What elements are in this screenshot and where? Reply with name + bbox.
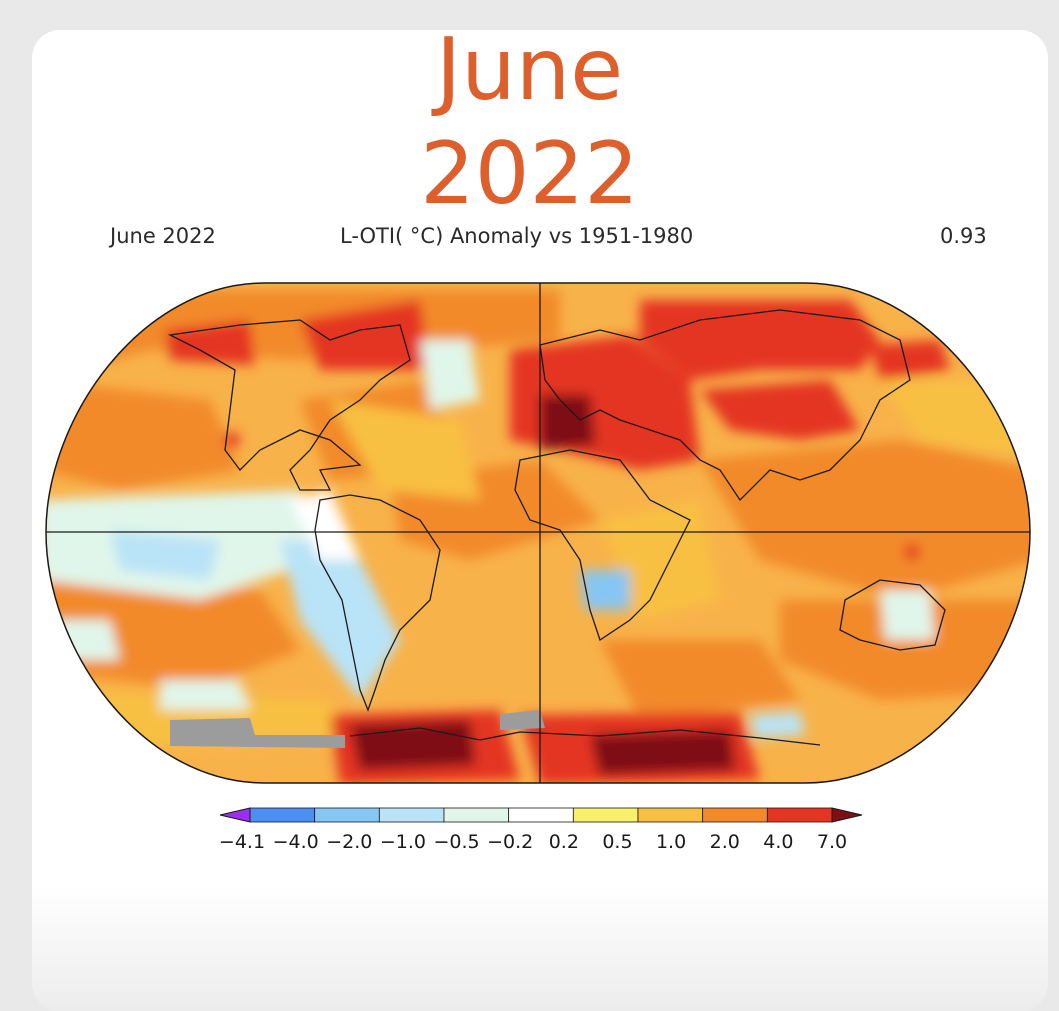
legend-tick-label: 7.0 (817, 831, 847, 853)
legend-swatch (378, 807, 445, 823)
globe-outline (45, 282, 1031, 784)
legend-tick-label: 0.5 (602, 831, 632, 853)
legend-tick-label: −1.0 (380, 831, 426, 853)
legend-tick-label: 2.0 (710, 831, 740, 853)
global-mean-value: 0.93 (940, 224, 987, 248)
legend-swatch (766, 807, 833, 823)
legend-swatch (637, 807, 704, 823)
legend-swatch (572, 807, 639, 823)
legend-tick-label: −4.0 (273, 831, 319, 853)
color-legend: −4.1 −4.0 −2.0 −1.0 −0.5 −0.2 0.2 0.5 1.0 2.0 4.0 7… (219, 807, 863, 853)
map-date-label: June 2022 (110, 224, 216, 248)
legend-swatch (314, 807, 380, 823)
legend-swatch (443, 807, 510, 823)
legend-tick-label: −2.0 (326, 831, 372, 853)
legend-swatch (508, 807, 574, 823)
legend-tick-label: 4.0 (763, 831, 793, 853)
legend-tick-label: −4.1 (219, 831, 265, 853)
legend-tick-label: 1.0 (656, 831, 686, 853)
legend-tick-label: 0.2 (549, 831, 579, 853)
legend-tick-label: −0.5 (433, 831, 479, 853)
title-year: 2022 (420, 124, 639, 224)
legend-min-arrow (219, 807, 251, 823)
title-month: June (435, 20, 624, 120)
legend-swatch (249, 807, 316, 823)
legend-tick-label: −0.2 (487, 831, 533, 853)
legend-max-arrow (831, 807, 863, 823)
legend-swatch (702, 807, 768, 823)
map-caption: L-OTI( °C) Anomaly vs 1951-1980 (340, 224, 694, 248)
